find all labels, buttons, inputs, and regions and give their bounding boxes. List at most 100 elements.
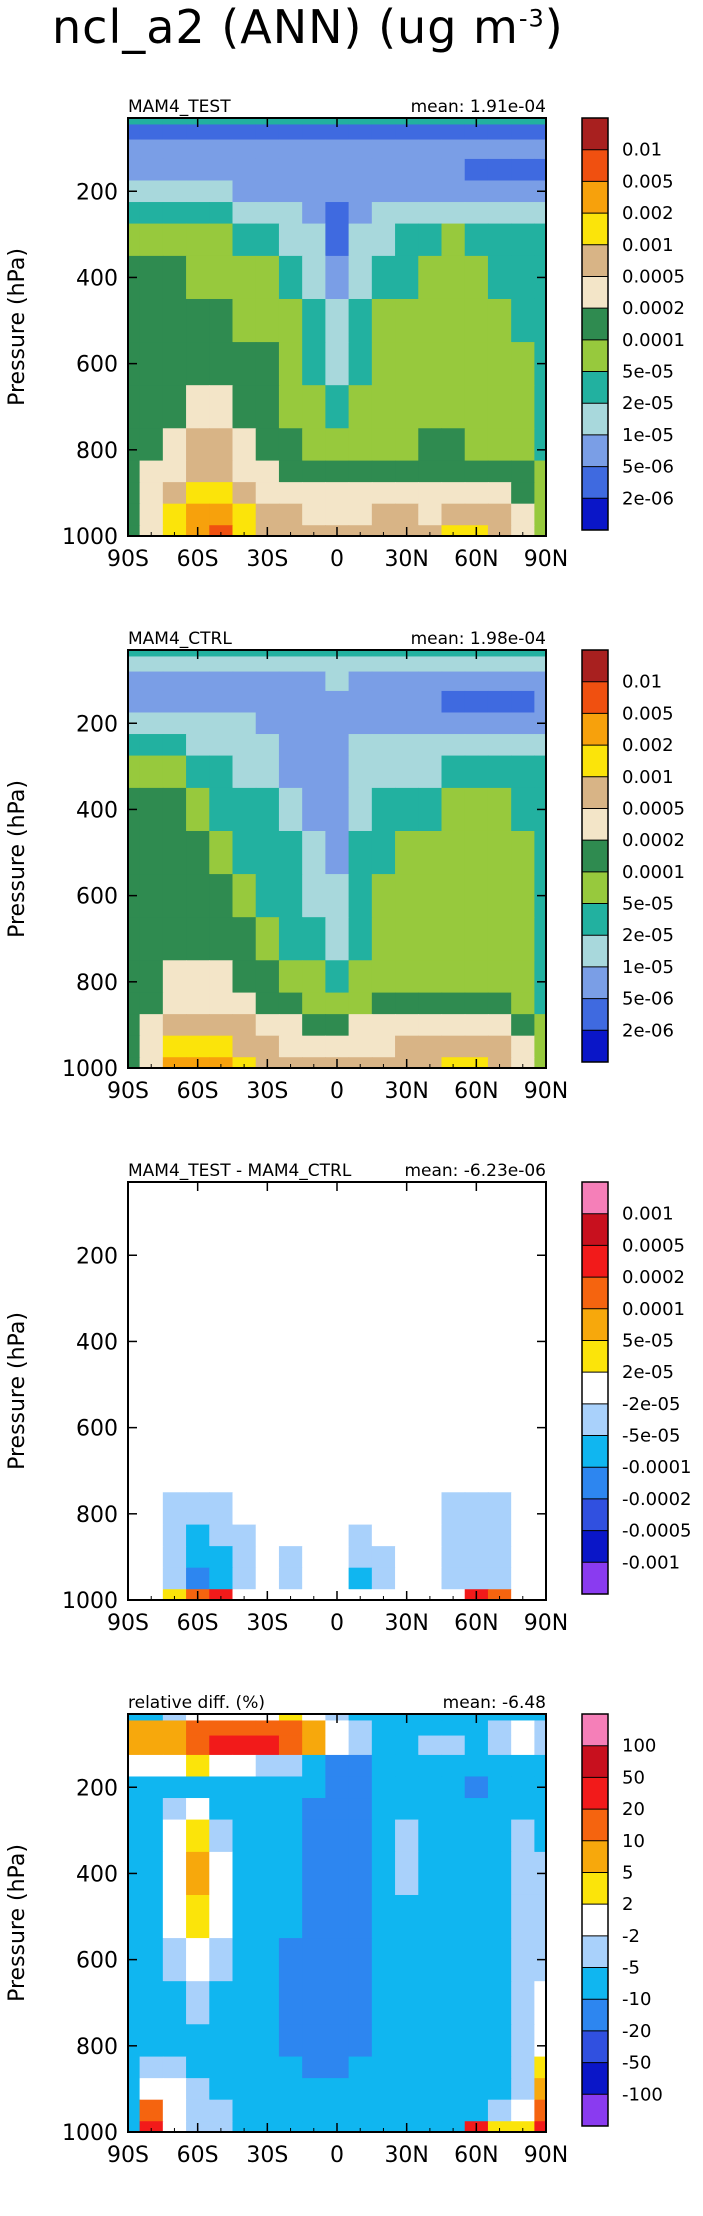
field-cell	[139, 1319, 164, 1364]
field-cell	[209, 712, 234, 735]
field-cell	[162, 1406, 187, 1450]
colorbar-swatch	[582, 1030, 608, 1063]
field-cell	[255, 1319, 280, 1364]
field-cell	[371, 1567, 396, 1590]
field-cell	[278, 2056, 303, 2079]
field-cell	[464, 755, 489, 789]
field-cell	[418, 1754, 443, 1778]
field-cell	[487, 1188, 512, 1205]
field-cell	[278, 180, 303, 203]
colorbar-swatch	[582, 2062, 608, 2095]
field-cell	[255, 917, 280, 961]
field-cell	[186, 1287, 210, 1321]
field-cell	[511, 482, 535, 505]
field-cell	[209, 1798, 234, 1821]
field-cell	[186, 1524, 210, 1547]
field-cell	[186, 124, 210, 141]
field-cell	[186, 1851, 210, 1896]
field-cell	[139, 1894, 164, 1939]
field-cell	[487, 460, 512, 483]
field-cell	[395, 2099, 419, 2122]
field-cell	[441, 1894, 466, 1939]
field-cell	[441, 755, 466, 789]
field-cell	[186, 482, 210, 505]
field-cell	[395, 482, 419, 505]
field-cell	[487, 342, 512, 386]
field-cell	[255, 1188, 280, 1205]
field-cell	[418, 1222, 443, 1246]
field-cell	[255, 1524, 280, 1547]
field-cell	[534, 1287, 547, 1321]
field-cell	[162, 1981, 187, 2025]
field-cell	[232, 1203, 257, 1224]
field-cell	[487, 118, 512, 126]
field-cell	[232, 1735, 257, 1756]
field-cell	[371, 503, 396, 526]
field-cell	[511, 2024, 535, 2058]
field-cell	[302, 1035, 326, 1058]
field-cell	[209, 342, 234, 386]
field-cell	[128, 482, 141, 505]
field-cell	[441, 690, 466, 714]
field-cell	[278, 1546, 303, 1569]
field-cell	[302, 2099, 326, 2122]
field-cell	[139, 1362, 164, 1407]
field-cell	[232, 960, 257, 994]
field-cell	[464, 1406, 489, 1450]
field-cell	[511, 223, 535, 257]
field-cell	[139, 1819, 164, 1853]
field-cell	[232, 158, 257, 182]
field-cell	[325, 180, 350, 203]
field-cell	[128, 734, 141, 757]
field-cell	[325, 656, 350, 673]
field-cell	[534, 960, 547, 994]
colorbar-swatch	[582, 808, 608, 841]
field-cell	[139, 650, 164, 658]
y-tick-label: 1000	[62, 525, 118, 550]
field-cell	[441, 1546, 466, 1569]
field-cell	[232, 2024, 257, 2058]
field-cell	[418, 734, 443, 757]
field-cell	[348, 1819, 373, 1853]
field-cell	[162, 1714, 187, 1722]
field-cell	[487, 960, 512, 994]
field-cell	[162, 2078, 187, 2101]
field-cell	[209, 734, 234, 757]
field-cell	[186, 2078, 210, 2101]
field-cell	[209, 830, 234, 875]
field-cell	[371, 755, 396, 789]
field-cell	[487, 671, 512, 692]
field-cell	[278, 1524, 303, 1547]
field-cell	[232, 690, 257, 714]
field-cell	[255, 1546, 280, 1569]
field-cell	[186, 1735, 210, 1756]
field-cell	[534, 1188, 547, 1205]
field-cell	[325, 1319, 350, 1364]
field-cell	[511, 2099, 535, 2122]
field-cell	[395, 342, 419, 386]
field-cell	[255, 1754, 280, 1778]
colorbar-frame	[581, 1713, 609, 2127]
field-cell	[511, 460, 535, 483]
x-tick-label: 90N	[524, 547, 568, 572]
field-cell	[371, 992, 396, 1015]
field-cell	[395, 255, 419, 300]
field-cell	[371, 139, 396, 160]
contour-field	[128, 1714, 547, 2133]
field-cell	[348, 1266, 373, 1289]
field-cell	[348, 428, 373, 462]
colorbar-frame	[581, 117, 609, 531]
colorbar-swatch	[582, 1530, 608, 1563]
colorbar-swatch	[582, 1935, 608, 1968]
field-cell	[162, 482, 187, 505]
field-cell	[278, 787, 303, 832]
field-cell	[232, 255, 257, 300]
field-cell	[278, 255, 303, 300]
field-cell	[325, 1720, 350, 1737]
x-tick-label: 30S	[246, 1079, 288, 1104]
field-cell	[186, 2056, 210, 2079]
field-cell	[534, 2099, 547, 2122]
field-cell	[348, 124, 373, 141]
field-cell	[232, 1754, 257, 1778]
field-cell	[441, 1203, 466, 1224]
